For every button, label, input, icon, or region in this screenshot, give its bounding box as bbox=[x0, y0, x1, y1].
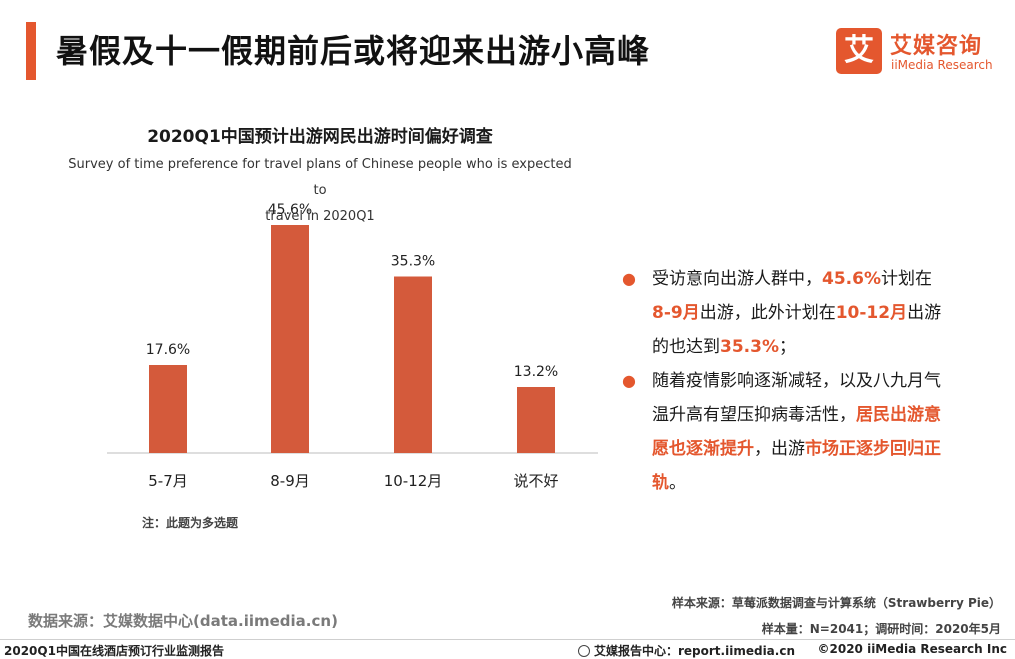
insight-bullet-2: ● 随着疫情影响逐渐减轻，以及八九月气温升高有望压抑病毒活性，居民出游意愿也逐渐… bbox=[618, 364, 948, 500]
data-label-3: 35.3% bbox=[391, 254, 435, 270]
page-title: 暑假及十一假期前后或将迎来出游小高峰 bbox=[56, 32, 651, 70]
logo-mark: 艾 bbox=[836, 28, 882, 74]
bullet-dot-icon: ● bbox=[622, 371, 636, 390]
category-label-2: 8-9月 bbox=[270, 472, 310, 490]
data-label-2: 45.6% bbox=[268, 202, 312, 218]
category-label-3: 10-12月 bbox=[384, 472, 443, 490]
chart-note: 注：此题为多选题 bbox=[142, 516, 239, 530]
chart-subtitle-line-2: travel in 2020Q1 bbox=[265, 209, 375, 224]
title-accent-bar bbox=[26, 22, 36, 80]
footer-divider bbox=[0, 639, 1015, 640]
category-label-1: 5-7月 bbox=[148, 472, 188, 490]
globe-icon bbox=[578, 645, 590, 657]
bar-1 bbox=[149, 365, 187, 453]
logo-en-text: iiMedia Research bbox=[891, 58, 993, 72]
bar-2 bbox=[271, 225, 309, 453]
chart-subtitle: Survey of time preference for travel pla… bbox=[60, 152, 580, 230]
data-label-4: 13.2% bbox=[514, 364, 558, 380]
chart-subtitle-line-1: Survey of time preference for travel pla… bbox=[68, 157, 572, 198]
insight-bullets: ● 受访意向出游人群中，45.6%计划在8-9月出游，此外计划在10-12月出游… bbox=[618, 262, 948, 500]
chart-title: 2020Q1中国预计出游网民出游时间偏好调查 bbox=[147, 127, 493, 147]
data-source: 数据来源：艾媒数据中心(data.iimedia.cn) bbox=[28, 612, 338, 630]
footer-report-title: 2020Q1中国在线酒店预订行业监测报告 bbox=[4, 644, 224, 658]
logo-cn-text: 艾媒咨询 bbox=[890, 34, 983, 59]
data-label-1: 17.6% bbox=[146, 342, 190, 358]
insight-bullet-1: ● 受访意向出游人群中，45.6%计划在8-9月出游，此外计划在10-12月出游… bbox=[618, 262, 948, 364]
category-label-4: 说不好 bbox=[513, 472, 558, 490]
brand-logo: 艾 艾媒咨询 iiMedia Research bbox=[836, 28, 1015, 78]
bar-4 bbox=[517, 387, 555, 453]
bullet-dot-icon: ● bbox=[622, 269, 636, 288]
footer-copyright: ©2020 iiMedia Research Inc bbox=[817, 642, 1008, 656]
sample-size: 样本量：N=2041；调研时间：2020年5月 bbox=[761, 622, 1001, 636]
sample-source: 样本来源：草莓派数据调查与计算系统（Strawberry Pie） bbox=[671, 596, 1001, 610]
footer-report-center: 艾媒报告中心：report.iimedia.cn bbox=[578, 642, 795, 659]
bar-3 bbox=[394, 276, 432, 453]
